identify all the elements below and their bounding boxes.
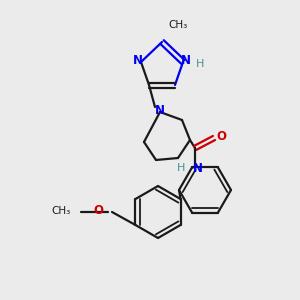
- Text: N: N: [193, 163, 203, 176]
- Text: O: O: [216, 130, 226, 143]
- Text: N: N: [181, 55, 191, 68]
- Text: H: H: [196, 59, 204, 69]
- Text: CH₃: CH₃: [168, 20, 187, 30]
- Text: H: H: [177, 163, 185, 173]
- Text: N: N: [155, 103, 165, 116]
- Text: N: N: [133, 55, 143, 68]
- Text: CH₃: CH₃: [52, 206, 71, 216]
- Text: O: O: [93, 205, 103, 218]
